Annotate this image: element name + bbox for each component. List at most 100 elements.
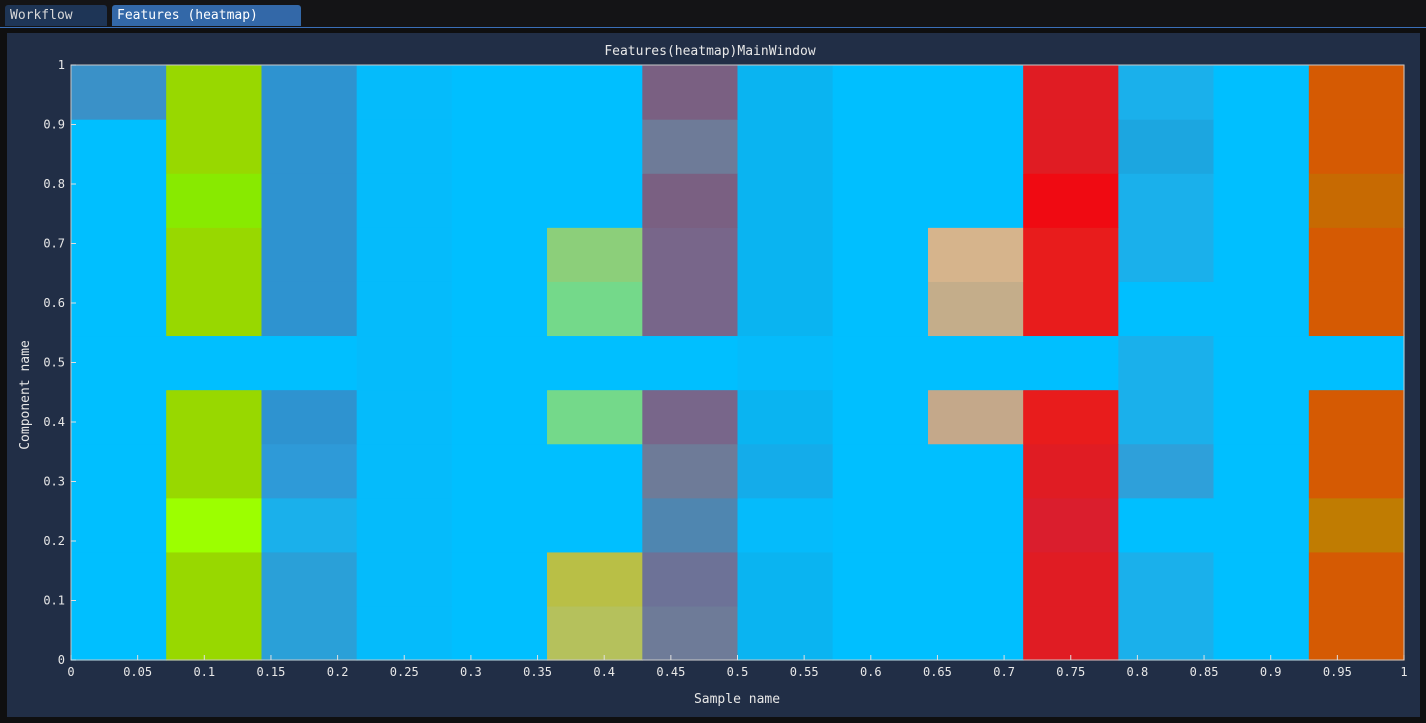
heatmap-cell [737,281,834,337]
heatmap-cell [451,335,548,391]
heatmap-cell [1023,605,1119,661]
heatmap-cell [261,227,358,282]
x-tick-label: 0.2 [327,665,349,679]
heatmap-cell [642,119,739,174]
heatmap-cell [451,65,548,120]
heatmap-cell [451,173,548,228]
heatmap-cell [737,497,834,553]
heatmap-cell [261,119,358,174]
heatmap-cell [737,173,834,228]
heatmap-cell [451,497,548,553]
heatmap-cell [1023,227,1119,282]
y-tick-label: 0.9 [43,118,65,132]
heatmap-cell [356,227,453,282]
y-tick-label: 0.6 [43,296,65,310]
heatmap-cell [1023,335,1119,391]
heatmap-cell [1118,497,1215,553]
heatmap-cell [71,173,167,228]
heatmap-cell [547,443,643,499]
heatmap-cell [642,443,739,499]
tab-bar: Workflow Features (heatmap) [0,0,1426,28]
heatmap-cell [1308,605,1405,661]
x-tick-label: 0.45 [656,665,685,679]
x-tick-label: 0.15 [256,665,285,679]
heatmap-cell [451,605,548,661]
heatmap-cell [547,173,643,228]
heatmap-cell [547,281,643,337]
heatmap-cell [166,551,263,607]
heatmap-cell [1308,443,1405,499]
x-tick-label: 0.1 [193,665,215,679]
heatmap-cell [737,335,834,391]
heatmap-cell [832,605,929,661]
heatmap-cell [261,497,358,553]
x-axis-label: Sample name [694,692,780,707]
heatmap-cell [1213,65,1310,120]
heatmap-cell [166,227,263,282]
heatmap-cell [451,227,548,282]
heatmap-cell [166,605,263,661]
x-tick-label: 0.85 [1190,665,1219,679]
heatmap-cell [1308,65,1405,120]
heatmap-cell [642,65,739,120]
heatmap-cell [642,389,739,445]
heatmap-cell [832,497,929,553]
heatmap-cell [547,119,643,174]
heatmap-cell [1213,551,1310,607]
heatmap-cell [1308,335,1405,391]
heatmap-cell [71,443,167,499]
heatmap-cell [1213,173,1310,228]
heatmap-cell [642,551,739,607]
heatmap-cell [261,551,358,607]
heatmap-cell [1308,173,1405,228]
heatmap-cell [1213,389,1310,445]
heatmap-cell [737,227,834,282]
heatmap-cell [927,389,1024,445]
heatmap-cell [451,551,548,607]
tab-workflow[interactable]: Workflow [5,5,107,26]
heatmap-cell [642,173,739,228]
x-tick-label: 0.8 [1127,665,1149,679]
tab-features-heatmap[interactable]: Features (heatmap) [112,5,301,26]
heatmap-cell [1023,173,1119,228]
heatmap-cell [451,281,548,337]
heatmap-cell [1118,389,1215,445]
heatmap-cell [166,335,263,391]
y-tick-label: 0.3 [43,475,65,489]
heatmap-cell [1118,227,1215,282]
heatmap-cell [832,335,929,391]
heatmap-cell [1213,605,1310,661]
heatmap-cell [1213,497,1310,553]
heatmap-chart[interactable]: Features(heatmap)MainWindow 0 0.05 0.1 0.15… [7,33,1420,717]
heatmap-cells [71,65,1405,661]
heatmap-cell [71,335,167,391]
heatmap-cell [927,281,1024,337]
heatmap-cell [1213,335,1310,391]
heatmap-cell [166,497,263,553]
heatmap-cell [737,605,834,661]
heatmap-panel: Features(heatmap)MainWindow 0 0.05 0.1 0.15… [7,33,1420,717]
axes: 0 0.05 0.1 0.15 0.2 0.25 0.3 0.35 0.4 0.45 0.5 0.55… [43,58,1407,679]
heatmap-cell [1308,227,1405,282]
x-tick-label: 1 [1400,665,1407,679]
heatmap-cell [71,389,167,445]
heatmap-cell [1023,389,1119,445]
heatmap-cell [1118,281,1215,337]
heatmap-cell [547,605,643,661]
heatmap-cell [1118,173,1215,228]
heatmap-cell [166,173,263,228]
heatmap-cell [642,605,739,661]
x-tick-label: 0.95 [1323,665,1352,679]
heatmap-cell [1118,605,1215,661]
y-tick-label: 1 [58,58,65,72]
heatmap-cell [261,281,358,337]
heatmap-cell [356,335,453,391]
heatmap-cell [1213,443,1310,499]
heatmap-cell [71,281,167,337]
heatmap-cell [1308,389,1405,445]
x-tick-label: 0.55 [790,665,819,679]
heatmap-cell [261,443,358,499]
heatmap-cell [927,227,1024,282]
heatmap-cell [927,65,1024,120]
heatmap-cell [737,551,834,607]
